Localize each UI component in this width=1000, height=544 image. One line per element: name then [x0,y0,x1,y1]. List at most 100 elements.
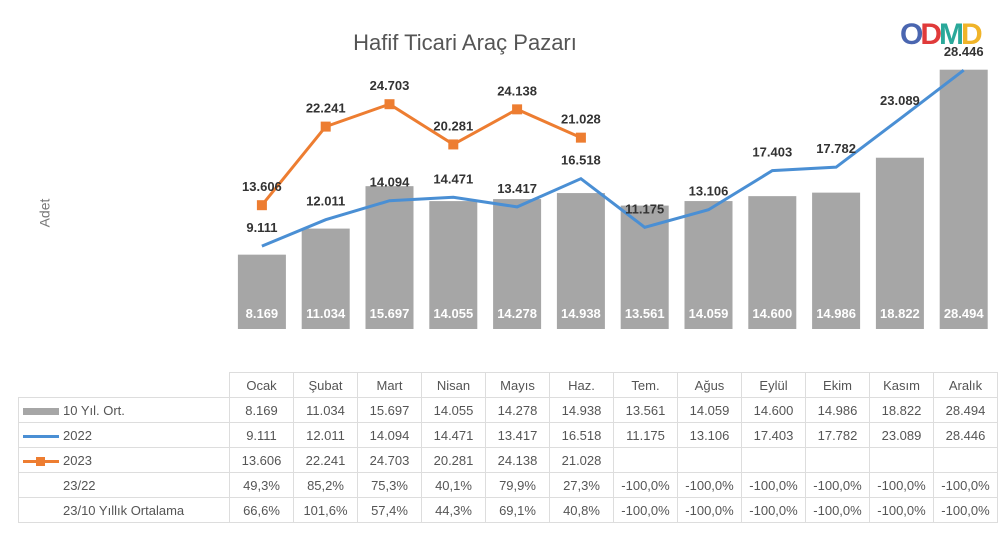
table-cell: 57,4% [357,497,422,523]
bar [684,201,733,329]
table-cell: -100,0% [933,497,998,523]
table-cell [677,447,742,473]
table-cell: 15.697 [357,397,422,423]
table-cell: 12.011 [293,422,358,448]
line-data-label: 24.703 [370,78,410,93]
table-cell [805,447,870,473]
bar [748,196,797,329]
chart-title: Hafif Ticari Araç Pazarı [353,30,577,55]
line-data-label: 14.471 [433,171,473,186]
bar-data-label: 14.600 [752,306,792,321]
table-cell: 44,3% [421,497,486,523]
bar-data-label: 11.034 [306,306,346,321]
table-row: 2022 9.111 12.011 14.094 14.471 13.417 16.518 1… [18,422,998,448]
line-data-label: 12.011 [306,194,345,209]
table-cell: -100,0% [869,472,934,498]
table-cell: 14.094 [357,422,422,448]
bar [812,192,861,329]
line-data-label: 16.518 [561,153,601,168]
bar [939,69,988,330]
month-header: Tem. [613,372,678,398]
logo-letter: O [900,18,923,51]
month-header: Ağus [677,372,742,398]
table-cell: -100,0% [741,472,806,498]
table-cell: 16.518 [549,422,614,448]
table-cell: 75,3% [357,472,422,498]
table-cell: 14.600 [741,397,806,423]
table-cell: 18.822 [869,397,934,423]
table-cell: 49,3% [229,472,294,498]
bar-data-label: 18.822 [880,306,920,321]
table-cell: 23.089 [869,422,934,448]
line-data-label: 13.417 [497,181,537,196]
table-cell: -100,0% [933,472,998,498]
table-cell: 13.606 [229,447,294,473]
legend-bar-icon [23,407,59,415]
line-data-label: 22.241 [306,101,346,116]
line-data-label: 14.094 [370,175,411,190]
line-data-label: 11.175 [625,201,664,216]
line-data-label: 17.782 [816,141,856,156]
line-data-label: 13.106 [689,184,729,199]
row-label: 10 Yıl. Ort. [63,402,125,418]
table-cell: 11.175 [613,422,678,448]
line-2022 [261,68,965,248]
month-header: Mayıs [485,372,550,398]
month-header: Şubat [293,372,358,398]
table-cell: 85,2% [293,472,358,498]
bar-data-label: 14.938 [561,306,601,321]
bar-data-label: 28.494 [944,306,985,321]
line-2023 [260,102,582,207]
bar [493,199,542,329]
table-cell: -100,0% [869,497,934,523]
table-cell: 11.034 [293,397,358,423]
table-row: 23/22 49,3% 85,2% 75,3% 40,1% 79,9% 27,3% -100,… [18,472,998,498]
table-cell: 66,6% [229,497,294,523]
bar-data-label: 8.169 [246,306,279,321]
table-cell [869,447,934,473]
line-data-label: 13.606 [242,179,282,194]
table-cell: -100,0% [677,472,742,498]
marker-2023 [448,139,459,150]
bar [301,228,350,329]
table-cell: 14.471 [421,422,486,448]
table-cell: 14.055 [421,397,486,423]
table-cell: -100,0% [677,497,742,523]
month-header: Ocak [229,372,294,398]
table-cell: -100,0% [805,472,870,498]
line-data-label: 9.111 [246,220,277,235]
table-cell: 9.111 [229,422,294,448]
table-cell: 28.446 [933,422,998,448]
line-data-label: 20.281 [433,118,473,133]
table-cell: 79,9% [485,472,550,498]
corner [19,373,230,398]
table-cell: 27,3% [549,472,614,498]
table-cell [933,447,998,473]
bar-data-label: 14.278 [497,306,537,321]
table-cell: 13.106 [677,422,742,448]
line-data-label: 23.089 [880,93,920,108]
table-cell: 17.403 [741,422,806,448]
month-header: Ekim [805,372,870,398]
table-cell: -100,0% [741,497,806,523]
bar [556,193,605,329]
table-cell: 17.782 [805,422,870,448]
table-cell: 13.561 [613,397,678,423]
logo-letter: D [961,18,983,51]
table-cell: 13.417 [485,422,550,448]
table-cell: -100,0% [613,472,678,498]
bar-data-label: 14.059 [689,306,729,321]
table-row: 23/10 Yıllık Ortalama 66,6% 101,6% 57,4% 44,… [18,497,998,523]
month-header: Aralık [933,372,998,398]
odmd-logo: ODMD [900,18,983,52]
table-cell: 14.059 [677,397,742,423]
bar-data-label: 14.055 [433,306,473,321]
line-data-label: 21.028 [561,112,601,127]
bar-data-label: 14.986 [816,306,856,321]
table-cell: 22.241 [293,447,358,473]
month-header: Mart [357,372,422,398]
bar [429,201,478,329]
chart-plot: 8.169 11.034 15.697 14.055 14.278 14.938 13.56… [237,44,988,330]
month-header: Kasım [869,372,934,398]
table-cell: 20.281 [421,447,486,473]
